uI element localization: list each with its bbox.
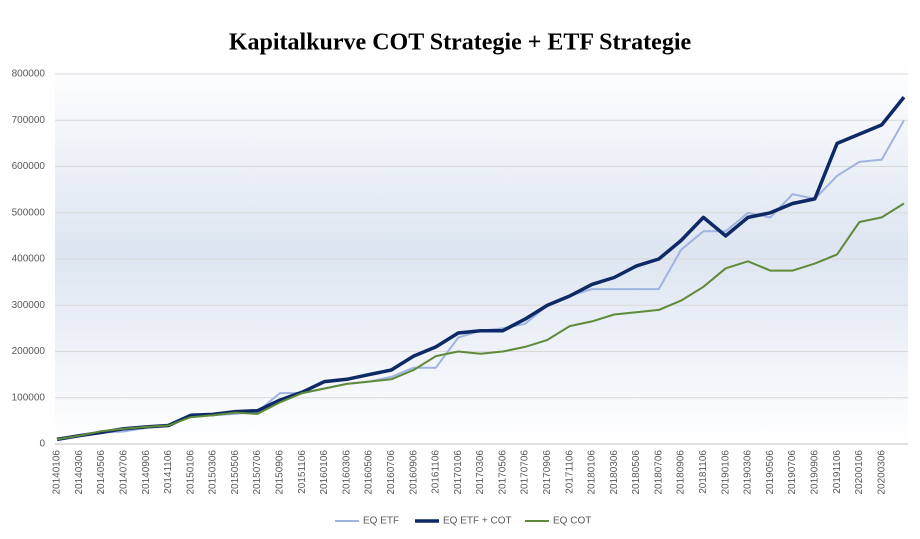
x-tick-label: 20160106 (319, 450, 330, 495)
x-tick-label: 20150906 (275, 450, 286, 495)
x-tick-label: 20171106 (564, 450, 575, 494)
legend-label: EQ COT (553, 516, 591, 527)
x-tick-label: 20141106 (163, 450, 174, 494)
y-tick-label: 0 (39, 439, 45, 450)
x-tick-label: 20140506 (96, 450, 107, 495)
x-tick-label: 20170506 (497, 450, 508, 495)
x-tick-label: 20150106 (185, 450, 196, 495)
x-tick-label: 20180506 (631, 450, 642, 495)
x-tick-label: 20160506 (364, 450, 375, 495)
x-tick-label: 20170906 (542, 450, 553, 495)
x-tick-label: 20170106 (453, 450, 464, 495)
y-tick-label: 300000 (12, 300, 46, 311)
series-line (56, 202, 905, 441)
x-tick-label: 20170306 (475, 450, 486, 495)
y-tick-label: 100000 (12, 392, 46, 403)
x-tick-label: 20180106 (587, 450, 598, 495)
x-tick-label: 20191106 (832, 450, 843, 494)
x-tick-label: 20190906 (809, 450, 820, 495)
x-tick-label: 20190706 (787, 450, 798, 495)
plot-area (55, 60, 908, 444)
x-tick-label: 20200306 (876, 450, 887, 495)
x-tick-label: 20151106 (297, 450, 308, 494)
x-tick-label: 20140306 (74, 450, 85, 495)
y-tick-label: 600000 (12, 161, 46, 172)
x-tick-label: 20150306 (208, 450, 219, 495)
x-tick-label: 20150506 (230, 450, 241, 495)
x-tick-label: 20140706 (119, 450, 130, 495)
y-tick-label: 800000 (12, 69, 46, 80)
x-tick-label: 20140906 (141, 450, 152, 495)
x-tick-label: 20180906 (676, 450, 687, 495)
x-tick-label: 20200106 (854, 450, 865, 495)
x-tick-label: 20160706 (386, 450, 397, 495)
x-tick-label: 20190306 (743, 450, 754, 495)
x-tick-label: 20161106 (431, 450, 442, 494)
series-line (56, 96, 906, 442)
x-tick-label: 20180706 (653, 450, 664, 495)
x-tick-label: 20170706 (520, 450, 531, 495)
x-tick-label: 20160306 (341, 450, 352, 495)
x-tick-label: 20160906 (408, 450, 419, 495)
chart-title: Kapitalkurve COT Strategie + ETF Strateg… (229, 30, 692, 56)
x-tick-label: 20180306 (609, 450, 620, 495)
legend-label: EQ ETF + COT (443, 516, 512, 527)
legend-label: EQ ETF (363, 516, 399, 527)
x-tick-label: 20181106 (698, 450, 709, 494)
y-tick-label: 500000 (12, 207, 46, 218)
x-tick-label: 20190506 (765, 450, 776, 495)
x-tick-label: 20150706 (252, 450, 263, 495)
x-tick-label: 20140106 (52, 450, 63, 495)
y-tick-label: 700000 (12, 115, 46, 126)
y-tick-label: 200000 (12, 346, 46, 357)
y-tick-label: 400000 (12, 254, 46, 265)
x-tick-label: 20190106 (720, 450, 731, 495)
